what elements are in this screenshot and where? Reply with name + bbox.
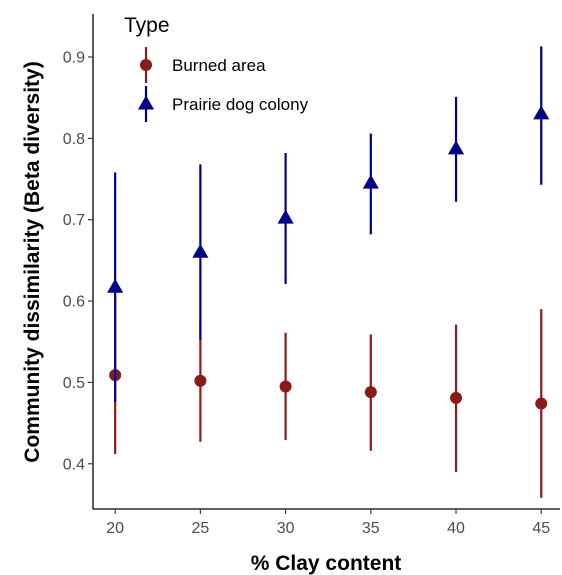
data-point [277, 209, 294, 224]
legend-item: Prairie dog colony [137, 86, 309, 122]
x-tick-label: 45 [532, 520, 550, 537]
data-point [192, 243, 209, 258]
data-point [533, 105, 550, 120]
x-tick-label: 30 [277, 520, 295, 537]
x-tick-label: 35 [362, 520, 380, 537]
legend: Type Burned area Prairie dog colony [124, 14, 309, 122]
legend-label: Burned area [172, 56, 266, 75]
x-axis-title: % Clay content [251, 552, 402, 575]
legend-title: Type [124, 14, 170, 37]
y-tick-label: 0.9 [63, 49, 85, 66]
x-tick-label: 20 [106, 520, 124, 537]
data-point [107, 278, 124, 293]
legend-item: Burned area [140, 47, 266, 83]
series-burned-area [109, 294, 548, 498]
y-tick-label: 0.7 [63, 212, 85, 229]
y-ticks: 0.4 0.5 0.6 0.7 0.8 0.9 [63, 49, 93, 473]
legend-label: Prairie dog colony [172, 95, 309, 114]
data-point [450, 391, 463, 404]
data-point [279, 380, 292, 393]
y-tick-label: 0.6 [63, 294, 85, 311]
y-axis-title: Community dissimilarity (Beta diversity) [21, 61, 44, 462]
series-prairie-dog-colony [107, 46, 550, 402]
data-point [362, 174, 379, 189]
y-tick-label: 0.8 [63, 131, 85, 148]
y-tick-label: 0.5 [63, 375, 85, 392]
legend-key-circle [140, 59, 152, 71]
x-tick-label: 40 [447, 520, 465, 537]
data-point [447, 140, 465, 155]
data-point [194, 374, 207, 387]
x-tick-label: 25 [191, 520, 209, 537]
data-point [535, 397, 548, 410]
legend-key-triangle [137, 95, 155, 110]
data-point [364, 386, 377, 399]
legend-items: Burned area Prairie dog colony [137, 47, 309, 122]
plot-marks [107, 46, 550, 498]
axes: 0.4 0.5 0.6 0.7 0.8 0.9 20 25 30 35 40 45 [63, 14, 560, 537]
y-tick-label: 0.4 [63, 456, 85, 473]
x-ticks: 20 25 30 35 40 45 [106, 509, 550, 537]
